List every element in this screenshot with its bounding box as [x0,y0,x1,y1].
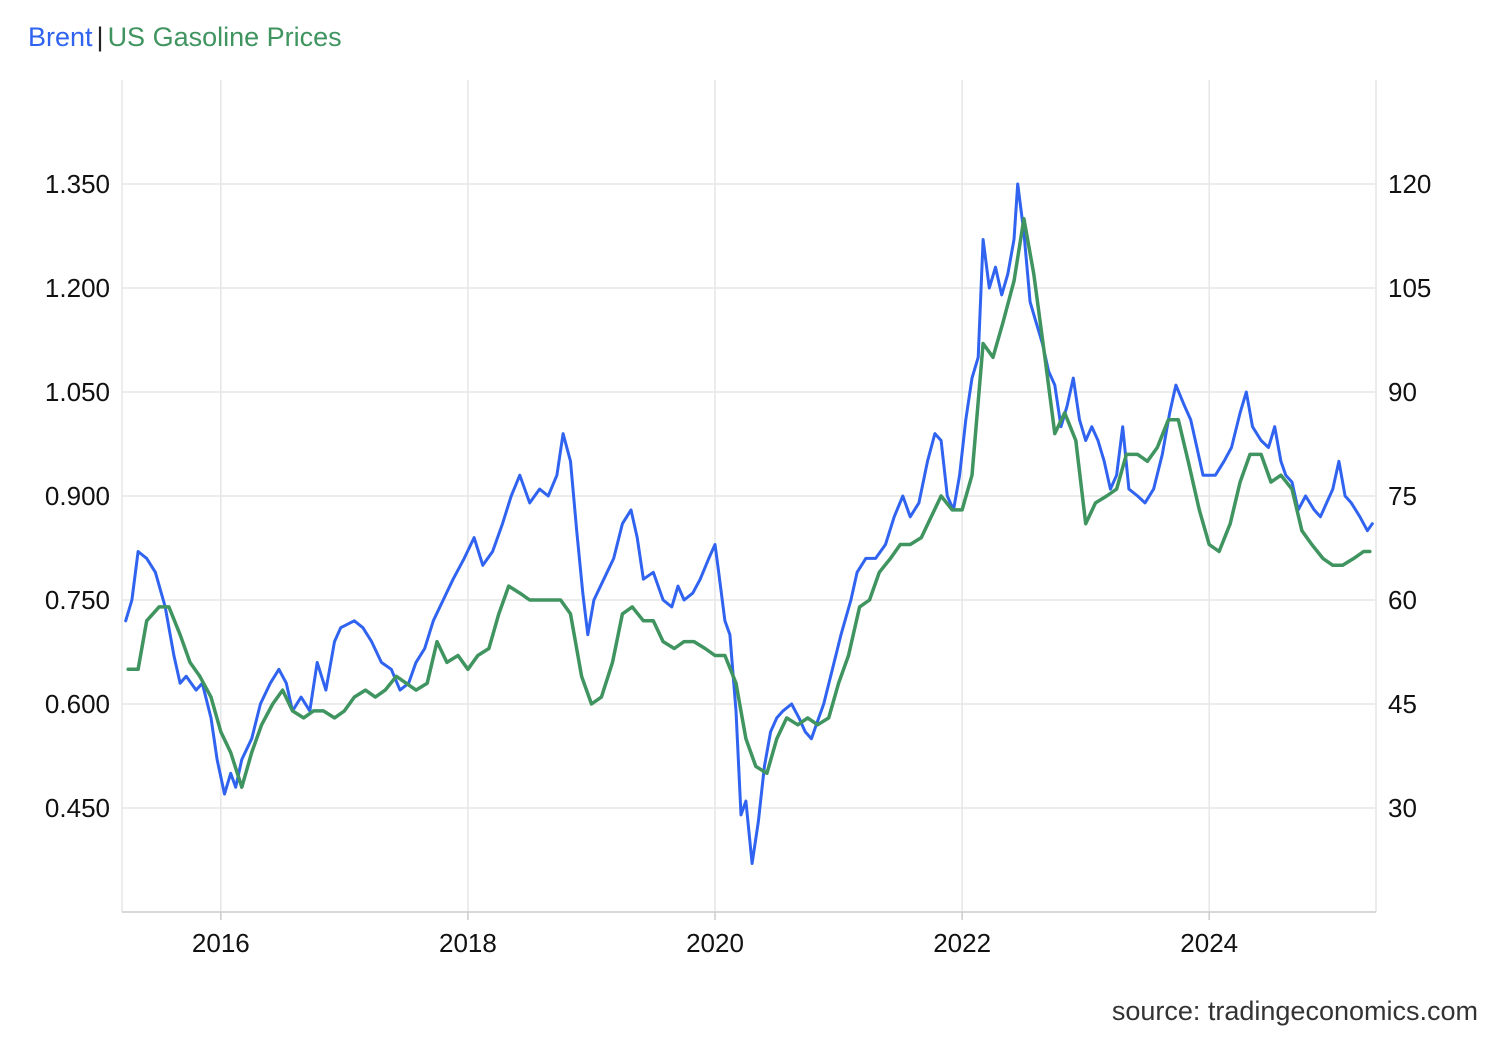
right-tick-label: 45 [1388,689,1417,719]
series-line-brent[interactable] [124,182,1374,865]
left-tick-label: 1.200 [45,273,110,303]
x-tick-label: 2022 [933,928,991,958]
right-tick-label: 90 [1388,377,1417,407]
source-credit[interactable]: source: tradingeconomics.com [1111,996,1478,1026]
right-tick-label: 105 [1388,273,1431,303]
series-line-us-gasoline[interactable] [126,216,1372,789]
legend-brent[interactable]: Brent [28,22,93,52]
x-tick-label: 2018 [439,928,497,958]
grid-lines [122,80,1376,912]
left-tick-label: 1.350 [45,169,110,199]
right-tick-label: 60 [1388,585,1417,615]
axes [121,80,1377,920]
left-tick-label: 0.750 [45,585,110,615]
left-tick-label: 0.900 [45,481,110,511]
series-lines [124,182,1374,865]
left-tick-label: 0.450 [45,793,110,823]
right-tick-label: 75 [1388,481,1417,511]
legend-separator: | [96,22,104,52]
x-tick-label: 2020 [686,928,744,958]
x-tick-label: 2016 [192,928,250,958]
x-tick-label: 2024 [1180,928,1238,958]
legend-gasoline[interactable]: US Gasoline Prices [107,22,342,52]
right-tick-label: 30 [1388,793,1417,823]
right-tick-label: 120 [1388,169,1431,199]
left-tick-label: 1.050 [45,377,110,407]
chart-legend: Brent | US Gasoline Prices [28,22,342,53]
tick-labels: 0.450 0.600 0.750 0.900 1.050 1.200 1.350 30 45 6… [45,169,1431,958]
left-tick-label: 0.600 [45,689,110,719]
